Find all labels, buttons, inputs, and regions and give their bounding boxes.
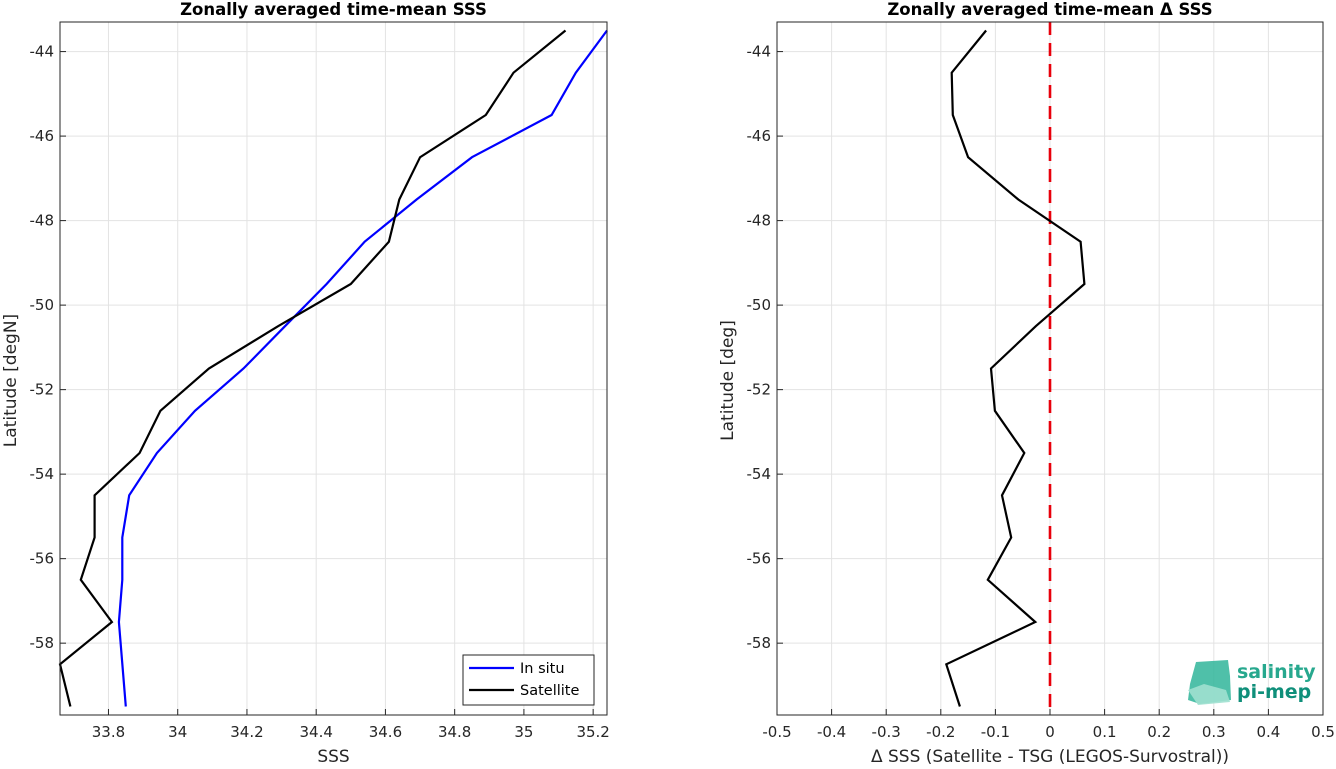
x-tick-label: 34.2 — [230, 723, 263, 741]
y-axis-label: Latitude [degN] — [1, 314, 21, 447]
y-tick-label: -44 — [747, 43, 772, 61]
y-axis-label: Latitude [deg] — [718, 320, 738, 441]
x-tick-label: 0.3 — [1202, 723, 1226, 741]
y-tick-label: -50 — [747, 296, 772, 314]
x-tick-label: 0.4 — [1256, 723, 1280, 741]
series-line-in-situ — [117, 29, 608, 707]
logo-text-salinity: salinity — [1237, 661, 1316, 683]
y-tick-label: -48 — [747, 212, 772, 230]
x-tick-label: -0.5 — [762, 723, 791, 741]
axes-frame — [776, 21, 1324, 716]
series-line-delta-sss — [944, 29, 1086, 707]
x-tick-label: -0.1 — [981, 723, 1010, 741]
y-tick-label: -52 — [30, 381, 55, 399]
x-axis-label: SSS — [317, 747, 349, 767]
logo-mark-shade — [1188, 684, 1230, 705]
x-axis-label: Δ SSS (Satellite - TSG (LEGOS-Survostral… — [871, 747, 1229, 767]
x-tick-label: -0.2 — [926, 723, 955, 741]
y-tick-label: -50 — [30, 296, 55, 314]
plot-area — [60, 22, 607, 715]
series-line-satellite — [58, 29, 567, 707]
x-tick-label: 35 — [514, 723, 533, 741]
x-tick-label: 0.2 — [1147, 723, 1171, 741]
chart-title: Zonally averaged time-mean SSS — [180, 0, 487, 19]
legend-box — [462, 654, 595, 706]
x-tick-label: 33.8 — [92, 723, 125, 741]
y-tick-label: -46 — [30, 127, 55, 145]
x-tick-label: 0.1 — [1093, 723, 1117, 741]
y-tick-label: -56 — [747, 550, 772, 568]
legend-label-satellite: Satellite — [520, 683, 579, 699]
x-tick-label: 34.4 — [299, 723, 332, 741]
y-tick-label: -44 — [30, 43, 55, 61]
legend-label-in-situ: In situ — [520, 661, 565, 677]
y-tick-label: -46 — [747, 127, 772, 145]
salinity-pi-mep-logo: salinity pi-mep — [1188, 660, 1316, 705]
y-tick-label: -58 — [30, 634, 55, 652]
y-tick-label: -56 — [30, 550, 55, 568]
left-panel: 33.8 34 34.2 34.4 34.6 34.8 35 35.2 -44 -46 -48 -50… — [1, 0, 610, 767]
y-tick-label: -52 — [747, 381, 772, 399]
y-tick-label: -54 — [30, 465, 55, 483]
x-tick-label: 34 — [168, 723, 187, 741]
logo-text-pi-mep: pi-mep — [1237, 681, 1311, 703]
right-panel: -0.5 -0.4 -0.3 -0.2 -0.1 0 0.1 0.2 0.3 0.4 0.5 -44 -… — [718, 0, 1335, 767]
chart-title: Zonally averaged time-mean Δ SSS — [887, 0, 1212, 19]
y-tick-label: -48 — [30, 212, 55, 230]
axes-frame — [59, 21, 608, 716]
x-tick-label: 0 — [1045, 723, 1055, 741]
x-tick-label: -0.3 — [872, 723, 901, 741]
x-tick-label: -0.4 — [817, 723, 846, 741]
x-tick-label: 34.8 — [438, 723, 471, 741]
x-tick-label: 35.2 — [576, 723, 609, 741]
x-tick-label: 0.5 — [1311, 723, 1335, 741]
y-tick-label: -54 — [747, 465, 772, 483]
legend: In situ Satellite — [462, 654, 595, 706]
x-tick-label: 34.6 — [369, 723, 402, 741]
y-tick-label: -58 — [747, 634, 772, 652]
